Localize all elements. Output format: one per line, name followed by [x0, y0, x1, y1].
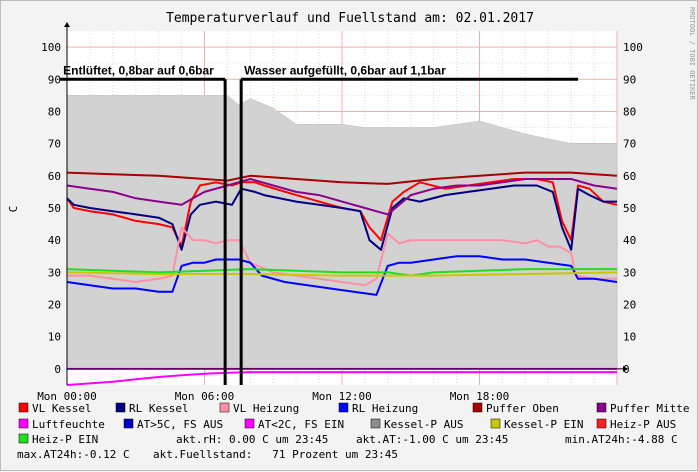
y-tick-label-left: 80 — [48, 105, 61, 118]
y-tick-label-left: 40 — [48, 234, 61, 247]
stat-fuellstand: akt.Fuellstand: 71 Prozent um 23:45 — [153, 448, 398, 461]
legend-swatch — [115, 402, 126, 413]
legend-label: Luftfeuchte — [32, 418, 105, 431]
legend-swatch — [18, 433, 29, 444]
legend-label: Kessel-P AUS — [384, 418, 463, 431]
chart-title: Temperaturverlauf und Fuellstand am: 02.… — [166, 11, 534, 26]
series-line-6 — [66, 178, 618, 216]
legend-swatch — [18, 402, 29, 413]
x-tick-label: Mon 06:00 — [175, 390, 235, 403]
stat-max: max.AT24h:-0.12 C — [17, 448, 130, 461]
legend-label: Heiz-P EIN — [32, 433, 98, 446]
y-tick-label-right: 60 — [623, 170, 636, 183]
y-tick-label-left: 90 — [48, 73, 61, 86]
y-tick-label-left: 50 — [48, 202, 61, 215]
legend-label: Heiz-P AUS — [610, 418, 676, 431]
legend-label: RL Heizung — [352, 402, 418, 415]
legend-swatch — [338, 402, 349, 413]
series-line-8 — [66, 371, 617, 386]
legend-swatch — [123, 418, 134, 429]
y-axis-arrow — [64, 22, 70, 27]
x-axis-arrow — [623, 365, 628, 372]
stat-rh: akt.rH: 0.00 C um 23:45 — [176, 433, 328, 446]
y-tick-label-right: 10 — [623, 331, 636, 344]
legend: VL Kessel RL Kessel VL Heizung RL Heizung Pu… — [18, 402, 689, 446]
series-line-5 — [66, 171, 618, 185]
series-layer — [66, 95, 618, 386]
y-tick-label-right: 90 — [623, 73, 636, 86]
series-line-13 — [66, 268, 617, 277]
legend-label: Kessel-P EIN — [504, 418, 583, 431]
annotation-text-0: Entlüftet, 0,8bar auf 0,6bar — [63, 63, 214, 77]
y-tick-label-right: 50 — [623, 202, 636, 215]
y-tick-label-right: 30 — [623, 266, 636, 279]
annotations: Entlüftet, 0,8bar auf 0,6bar Wasser aufge… — [60, 63, 579, 385]
y-tick-label-left: 100 — [41, 41, 61, 54]
series-line-2 — [66, 184, 617, 251]
legend-swatch — [490, 418, 501, 429]
x-tick-label: Mon 12:00 — [312, 390, 372, 403]
legend-swatch — [472, 402, 483, 413]
legend-label: AT>5C, FS AUS — [137, 418, 223, 431]
y-tick-label-right: 20 — [623, 299, 636, 312]
legend-swatch — [596, 418, 607, 429]
series-line-4 — [66, 255, 618, 296]
series-area-fuellstand — [66, 95, 618, 370]
legend-label: AT<2C, FS EIN — [258, 418, 344, 431]
legend-swatch — [370, 418, 381, 429]
y-tick-label-left: 70 — [48, 138, 61, 151]
y-axis-label: C — [7, 206, 20, 213]
y-tick-label-left: 10 — [48, 331, 61, 344]
legend-label: RL Kessel — [129, 402, 189, 415]
annotation-text-1: Wasser aufgefüllt, 0,6bar auf 1,1bar — [244, 63, 446, 77]
legend-label: Puffer Mitte — [610, 402, 689, 415]
x-tick-label: Mon 00:00 — [37, 390, 97, 403]
stat-at: akt.AT:-1.00 C um 23:45 — [356, 433, 508, 446]
legend-swatch — [244, 418, 255, 429]
y-tick-label-left: 60 — [48, 170, 61, 183]
legend-swatch — [219, 402, 230, 413]
y-tick-label-right: 100 — [623, 41, 643, 54]
y-tick-label-right: 70 — [623, 138, 636, 151]
legend-swatch — [596, 402, 607, 413]
series-line-3 — [67, 226, 617, 287]
legend-label: Puffer Oben — [486, 402, 559, 415]
y-tick-label-left: 0 — [54, 363, 61, 376]
y-tick-label-right: 40 — [623, 234, 636, 247]
y-tick-label-right: 0 — [623, 363, 630, 376]
y-tick-label-left: 30 — [48, 266, 61, 279]
x-tick-label: Mon 18:00 — [450, 390, 510, 403]
stat-min: min.AT24h:-4.88 C — [565, 433, 678, 446]
legend-swatch — [18, 418, 29, 429]
y-tick-label-left: 20 — [48, 299, 61, 312]
y-tick-label-right: 80 — [623, 105, 636, 118]
series-line-14 — [66, 271, 618, 277]
watermark: RRDTOOL / TOBI OETIKER — [688, 7, 696, 101]
axes: 0 0 10 10 20 20 30 30 40 40 50 50 60 60 70 70 80 80 90 90 10… — [37, 22, 643, 403]
legend-label: VL Heizung — [233, 402, 299, 415]
legend-label: VL Kessel — [32, 402, 92, 415]
